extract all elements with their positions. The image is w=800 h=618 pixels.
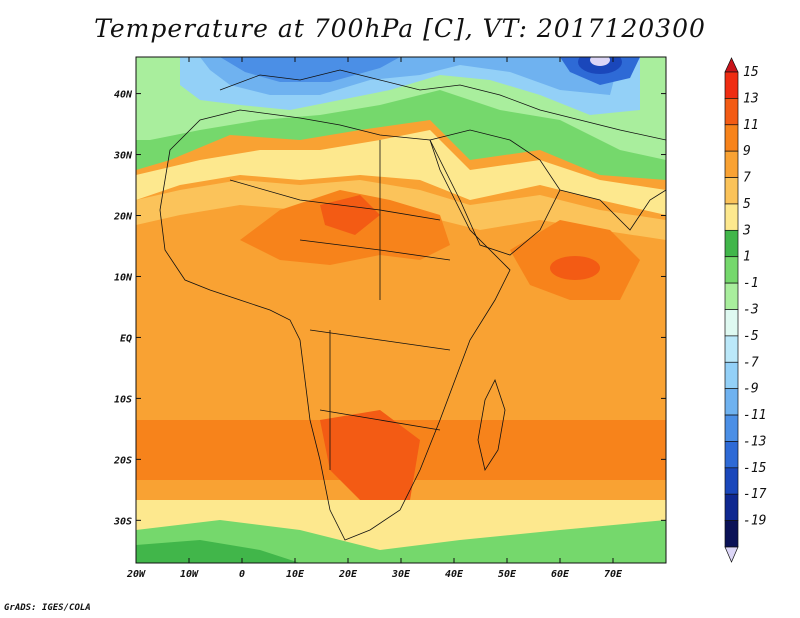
colorbar-swatch — [724, 309, 739, 337]
x-tick-label: 0 — [239, 569, 245, 580]
map-title: Temperature at 700hPa [C], VT: 201712030… — [94, 14, 706, 43]
x-tick-label: 40E — [445, 569, 464, 580]
colorbar-label: 7 — [743, 171, 751, 186]
y-tick-label: 20S — [113, 455, 132, 466]
colorbar-label: -5 — [743, 329, 759, 344]
colorbar-label: -19 — [743, 514, 766, 529]
colorbar: 15 13 11 9 7 5 3 1 -1 -3 -5 -7 -9 -11 -13 -15 -17 -19 — [724, 57, 767, 563]
colorbar-swatch — [724, 493, 739, 521]
colorbar-swatch — [724, 229, 739, 258]
colorbar-swatch — [724, 520, 739, 548]
colorbar-label: 5 — [743, 197, 751, 212]
y-tick-label: EQ — [120, 333, 132, 344]
x-tick-label: 10W — [180, 569, 199, 580]
y-tick-label: 40N — [114, 90, 133, 101]
colorbar-swatch — [724, 335, 739, 363]
colorbar-label: 9 — [743, 144, 751, 159]
colorbar-swatch — [724, 203, 739, 231]
colorbar-label: 15 — [743, 65, 759, 80]
x-tick-label: 20E — [338, 569, 358, 580]
colorbar-label: 13 — [743, 91, 759, 106]
colorbar-label: -3 — [743, 303, 759, 318]
x-tick-label: 50E — [498, 569, 517, 580]
x-tick-label: 10E — [286, 569, 305, 580]
colorbar-label: 3 — [742, 223, 751, 238]
colorbar-swatch — [724, 467, 739, 495]
x-tick-label: 20W — [126, 569, 146, 580]
x-tick-label: 30E — [391, 569, 411, 580]
colorbar-swatch — [724, 388, 739, 416]
x-tick-label: 60E — [551, 569, 570, 580]
colorbar-label: -1 — [743, 276, 759, 291]
x-axis-ticks: 20W 10W 0 10E 20E 30E 40E 50E 60E 70E — [126, 57, 623, 580]
colorbar-label: -7 — [743, 355, 759, 370]
y-tick-label: 10N — [114, 272, 133, 283]
coastlines — [159, 69, 666, 541]
colorbar-swatch — [724, 177, 739, 205]
colorbar-label: -15 — [743, 461, 767, 476]
colorbar-swatch — [724, 282, 739, 310]
colorbar-label: 1 — [743, 250, 751, 265]
y-tick-label: 30S — [113, 516, 132, 527]
colorbar-swatch — [724, 71, 739, 99]
colorbar-label: 11 — [743, 118, 759, 133]
colorbar-label: -11 — [743, 408, 766, 423]
x-tick-label: 70E — [604, 569, 623, 580]
colorbar-swatch — [724, 98, 739, 126]
colorbar-swatch — [724, 361, 739, 390]
colorbar-swatch — [724, 256, 739, 284]
colorbar-label: -13 — [743, 434, 766, 449]
colorbar-swatch — [724, 414, 739, 442]
colorbar-bottom-arrow — [724, 546, 739, 563]
y-tick-label: 10S — [114, 394, 132, 405]
colorbar-swatch — [724, 150, 739, 178]
y-tick-label: 30N — [113, 151, 133, 162]
grads-credit: GrADS: IGES/COLA — [4, 603, 91, 613]
y-axis-ticks: 40N 30N 20N 10N EQ 10S 20S 30S — [113, 90, 666, 527]
colorbar-top-arrow — [724, 57, 739, 73]
colorbar-swatch — [724, 441, 739, 469]
colorbar-swatch — [724, 124, 739, 152]
temperature-field — [136, 57, 666, 563]
y-tick-label: 20N — [113, 212, 133, 223]
colorbar-label: -17 — [743, 487, 767, 502]
colorbar-label: -9 — [743, 382, 759, 397]
